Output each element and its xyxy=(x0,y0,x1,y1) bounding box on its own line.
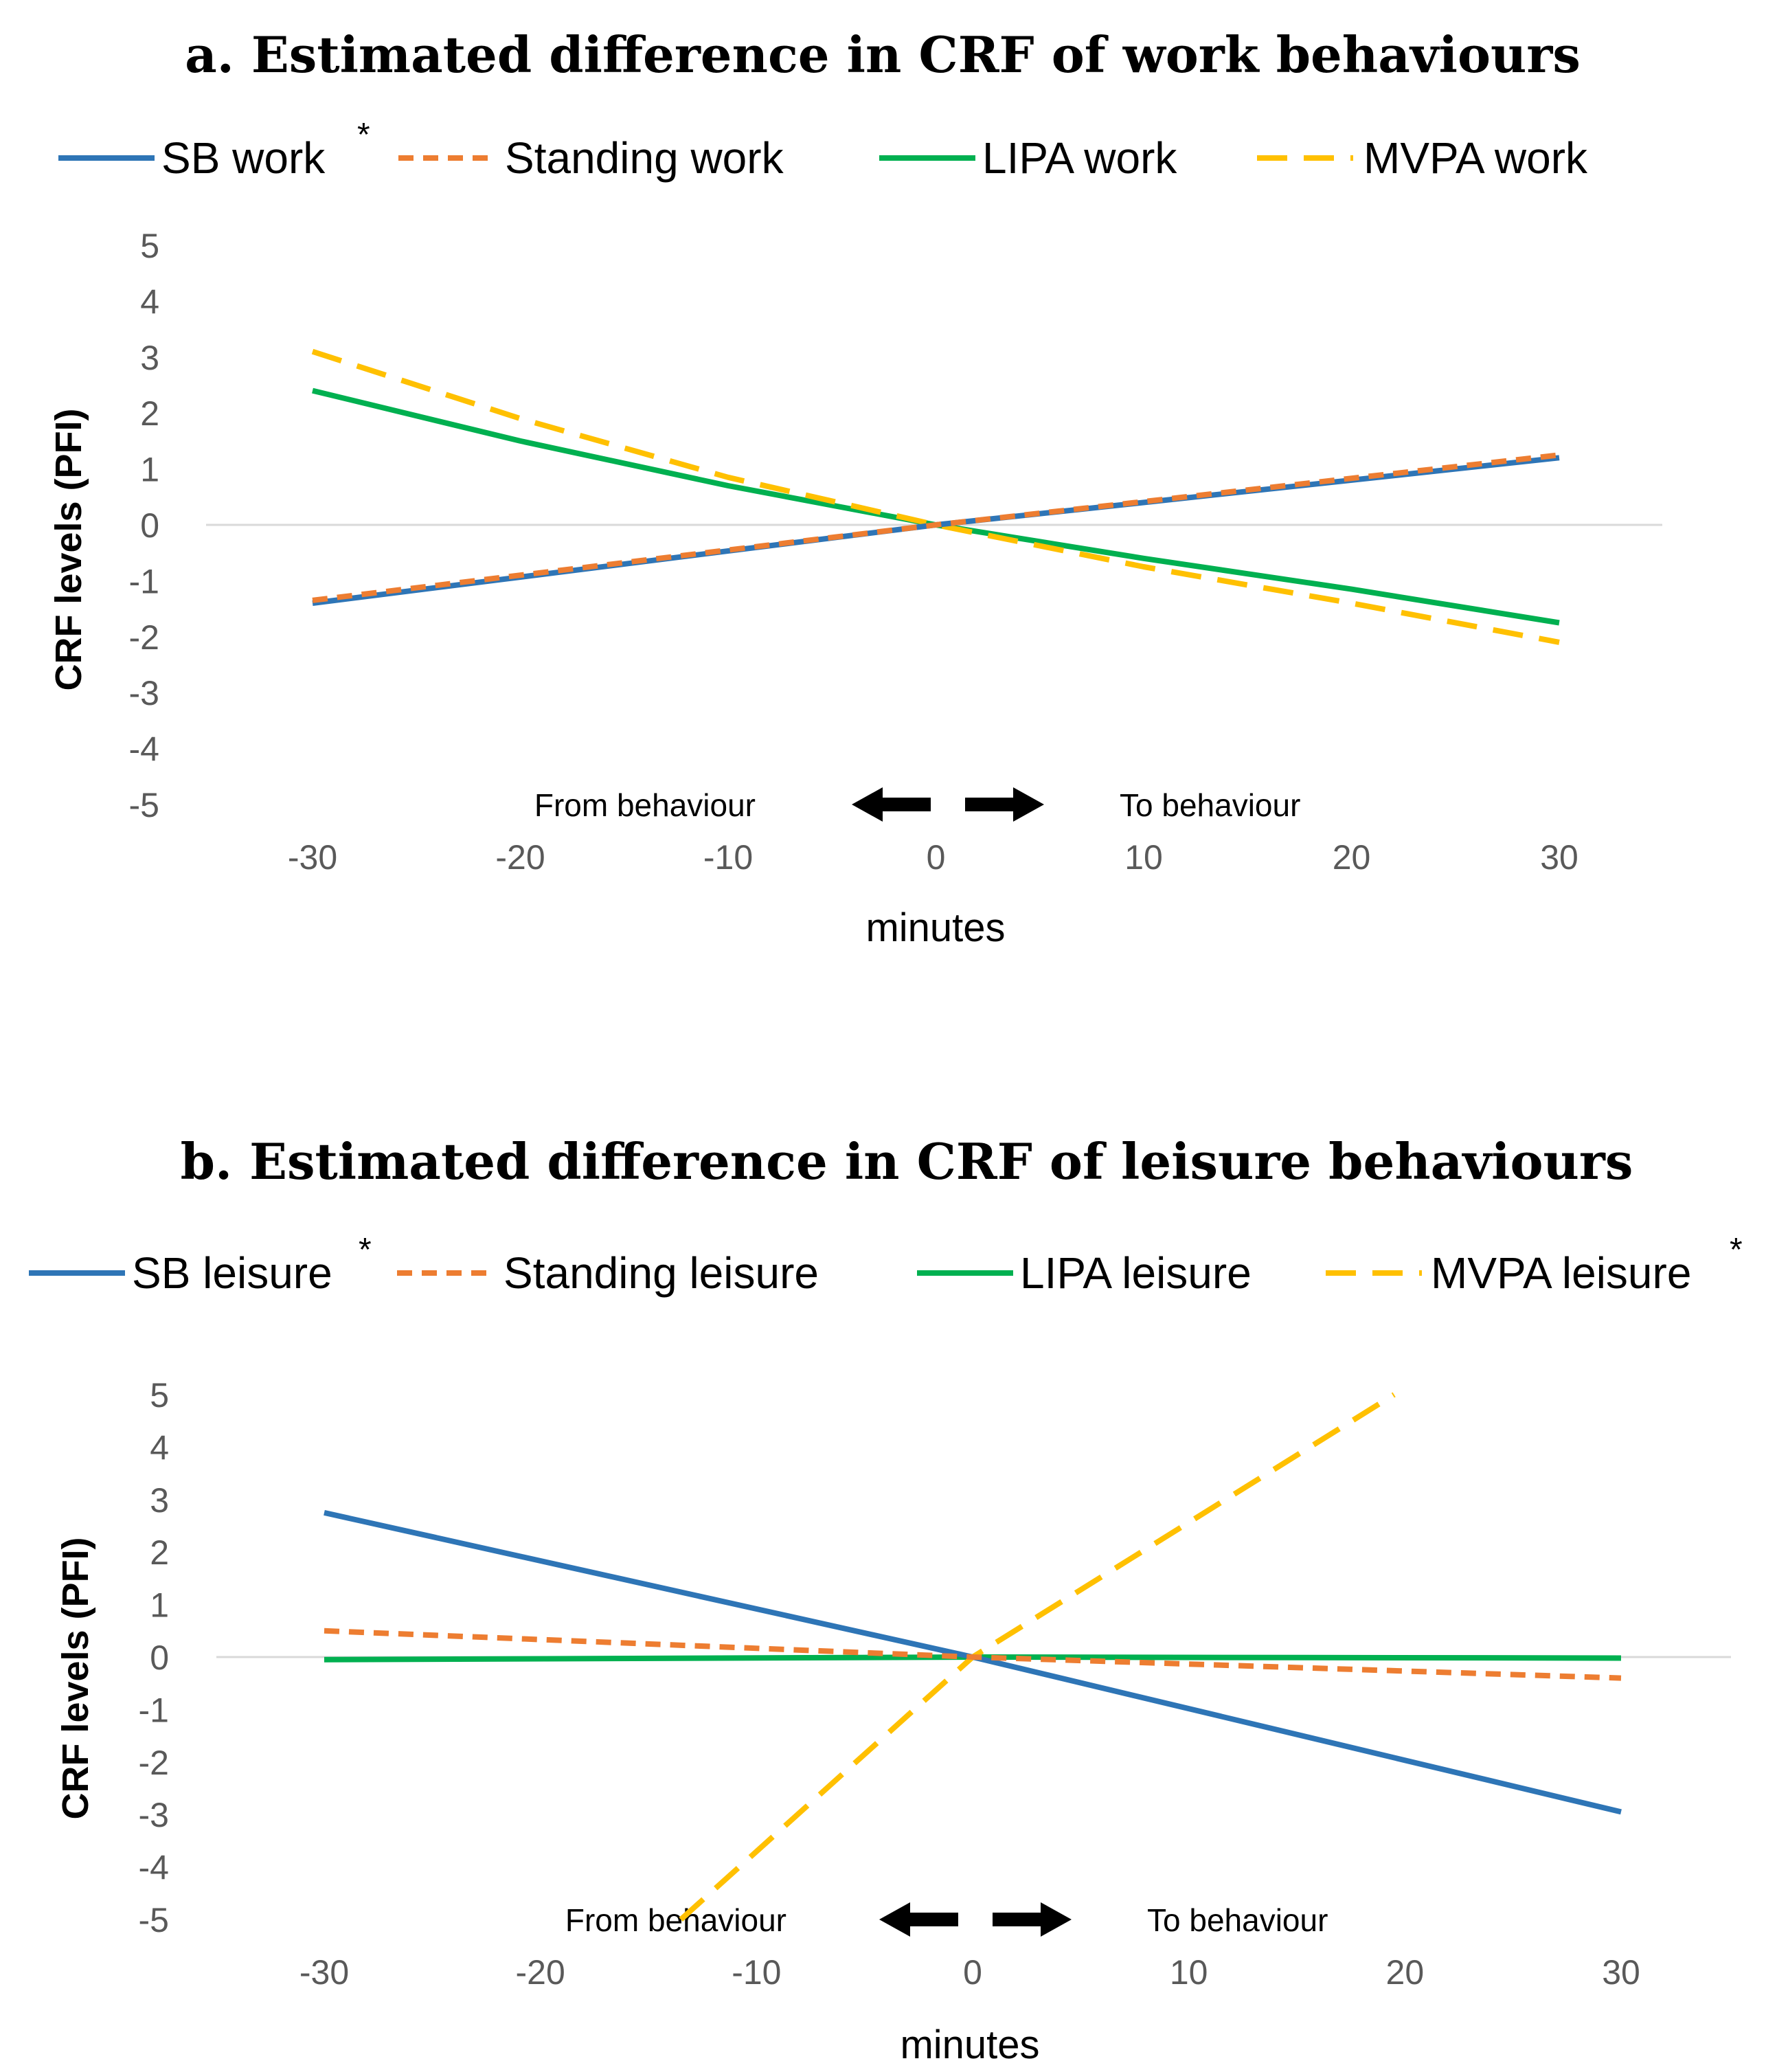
chart-b-ytick-label: 5 xyxy=(150,1376,169,1415)
chart-b-xlabel: minutes xyxy=(900,2023,1039,2067)
legend-b-star-mvpa: * xyxy=(1730,1232,1743,1268)
chart-b-xtick-label: -10 xyxy=(732,1953,781,1992)
chart-a-series-lipa xyxy=(312,387,1560,626)
legend-b-label-lipa: LIPA leisure xyxy=(1020,1248,1252,1298)
chart-b-title: b. Estimated difference in CRF of leisur… xyxy=(181,1132,1633,1191)
chart-b-ytick-label: 0 xyxy=(150,1639,169,1677)
chart-b-ytick-label: 2 xyxy=(150,1533,169,1572)
chart-b-xtick-label: 30 xyxy=(1602,1953,1640,1992)
legend-a-star-sb: * xyxy=(357,117,370,153)
chart-b-ytick-label: 1 xyxy=(150,1586,169,1625)
chart-b-to-annotation: To behaviour xyxy=(1147,1902,1328,1938)
chart-b-xtick-label: 0 xyxy=(963,1953,982,1992)
chart-b-ytick-label: -3 xyxy=(139,1796,169,1834)
chart-a-ytick-label: -1 xyxy=(129,562,159,600)
chart-b-arrow-left xyxy=(879,1902,958,1937)
chart-a-from-annotation: From behaviour xyxy=(534,787,756,823)
chart-b-arrow-right xyxy=(993,1902,1072,1937)
chart-a-ytick-label: 4 xyxy=(140,282,159,321)
chart-b-xtick-label: 10 xyxy=(1170,1953,1208,1992)
chart-b-series-sb xyxy=(324,1509,1622,1815)
chart-a-ytick-label: -5 xyxy=(129,786,159,824)
legend-b-label-sb: SB leisure xyxy=(132,1248,332,1298)
chart-a-svg: a. Estimated difference in CRF of work b… xyxy=(48,25,1662,950)
chart-a-xtick-label: -30 xyxy=(288,838,337,877)
chart-a-xlabel: minutes xyxy=(865,905,1005,950)
chart-a-arrow-left xyxy=(852,787,931,822)
chart-b-ytick-label: -4 xyxy=(139,1849,169,1887)
chart-a-series-mvpa xyxy=(311,348,1560,645)
legend-a-label-sb: SB work xyxy=(161,133,326,183)
chart-b-xtick-label: -20 xyxy=(516,1953,565,1992)
chart-panel-b: b. Estimated difference in CRF of leisur… xyxy=(0,1036,1766,2067)
chart-a-ylabel: CRF levels (PFI) xyxy=(48,408,89,690)
chart-a-title: a. Estimated difference in CRF of work b… xyxy=(185,25,1581,84)
chart-a-ytick-label: 1 xyxy=(140,451,159,489)
chart-a-ytick-label: -2 xyxy=(129,618,159,657)
chart-a-ytick-label: -3 xyxy=(129,674,159,712)
chart-b-xtick-label: -30 xyxy=(299,1953,349,1992)
chart-b-svg: b. Estimated difference in CRF of leisur… xyxy=(29,1132,1743,2067)
legend-b-label-standing: Standing leisure xyxy=(503,1248,819,1298)
chart-a-legend: SB work * Standing work LIPA work MVPA w… xyxy=(58,117,1588,183)
legend-a-label-lipa: LIPA work xyxy=(982,133,1177,183)
chart-a-ytick-label: 2 xyxy=(140,394,159,433)
chart-a-xtick-label: 20 xyxy=(1333,838,1371,877)
chart-b-ytick-label: 4 xyxy=(150,1428,169,1467)
legend-b-star-sb: * xyxy=(359,1232,372,1268)
chart-a-ytick-label: 0 xyxy=(140,506,159,545)
chart-a-ytick-label: -4 xyxy=(129,730,159,769)
chart-b-ytick-label: -2 xyxy=(139,1744,169,1782)
legend-a-label-mvpa: MVPA work xyxy=(1363,133,1588,183)
chart-a-xtick-label: 0 xyxy=(927,838,946,877)
chart-a-ytick-label: 3 xyxy=(140,339,159,377)
legend-b-label-mvpa: MVPA leisure xyxy=(1431,1248,1691,1298)
chart-a-xtick-label: -20 xyxy=(495,838,545,877)
chart-b-from-annotation: From behaviour xyxy=(565,1902,786,1938)
chart-a-to-annotation: To behaviour xyxy=(1120,787,1300,823)
chart-a-series-standing xyxy=(312,452,1560,603)
chart-panel-a: a. Estimated difference in CRF of work b… xyxy=(0,0,1766,1031)
chart-a-xtick-label: -10 xyxy=(703,838,753,877)
chart-b-xtick-label: 20 xyxy=(1386,1953,1425,1992)
chart-a-ytick-label: 5 xyxy=(140,227,159,265)
chart-b-legend: SB leisure * Standing leisure LIPA leisu… xyxy=(29,1232,1743,1298)
chart-b-series-standing xyxy=(324,1628,1622,1681)
chart-a-arrow-right xyxy=(965,787,1044,822)
chart-a-xtick-label: 10 xyxy=(1124,838,1163,877)
chart-a-xtick-label: 30 xyxy=(1540,838,1578,877)
chart-b-ylabel: CRF levels (PFI) xyxy=(55,1537,96,1819)
chart-b-ytick-label: 3 xyxy=(150,1481,169,1520)
chart-b-ytick-label: -5 xyxy=(139,1901,169,1939)
legend-a-label-standing: Standing work xyxy=(505,133,784,183)
chart-b-ytick-label: -1 xyxy=(139,1691,169,1729)
chart-a-series-sb xyxy=(312,455,1560,606)
